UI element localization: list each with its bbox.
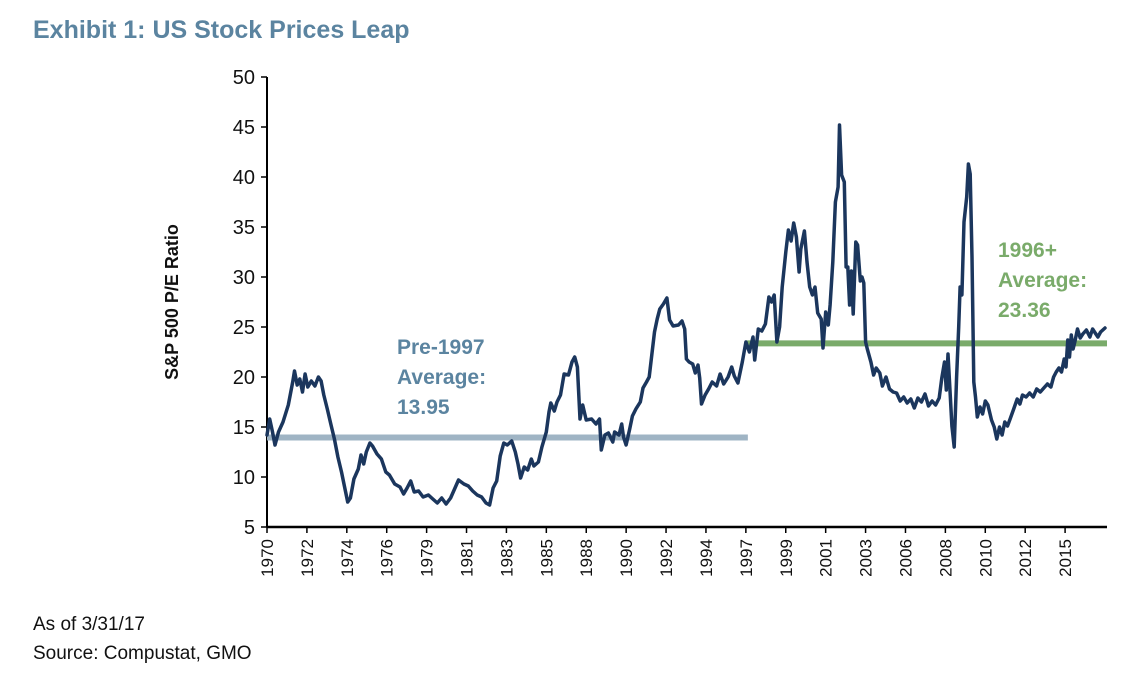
- x-tick-label: 1999: [777, 539, 796, 577]
- x-tick-label: 1997: [737, 539, 756, 577]
- x-tick-label: 2010: [976, 539, 995, 577]
- x-axis: 1970 1972 1974 1976 1979 1981 1983 1985 1988 1990…: [258, 525, 1107, 577]
- x-tick-label: 1983: [497, 539, 516, 577]
- x-tick-label: 1979: [418, 539, 437, 577]
- x-tick-label: 1990: [617, 539, 636, 577]
- x-tick-label: 1985: [537, 539, 556, 577]
- y-tick-label: 20: [233, 367, 255, 389]
- x-tick-label: 1981: [458, 539, 477, 577]
- x-tick-label: 2015: [1056, 539, 1075, 577]
- pre-1997-average-label-line: 13.95: [397, 396, 450, 419]
- x-tick-label: 1994: [697, 539, 716, 577]
- reference-lines: [267, 340, 1107, 441]
- x-tick-label: 2006: [896, 539, 915, 577]
- y-tick-label: 45: [233, 117, 255, 139]
- y-tick-label: 10: [233, 467, 255, 489]
- y-axis-label: S&P 500 P/E Ratio: [162, 224, 182, 380]
- y-tick-label: 50: [233, 67, 255, 89]
- x-tick-label: 2003: [857, 539, 876, 577]
- y-tick-label: 30: [233, 267, 255, 289]
- x-tick-label: 1992: [657, 539, 676, 577]
- post-1996-average-label-line: 23.36: [998, 299, 1051, 322]
- y-tick-label: 5: [244, 517, 255, 539]
- x-tick-label: 1976: [378, 539, 397, 577]
- pre-1997-average-label-line: Average:: [397, 366, 486, 389]
- footnote-source: Source: Compustat, GMO: [33, 643, 252, 664]
- y-tick-label: 25: [233, 317, 255, 339]
- x-tick-label: 1988: [577, 539, 596, 577]
- x-tick-label: 1972: [298, 539, 317, 577]
- x-tick-label: 2001: [817, 539, 836, 577]
- chart-title: Exhibit 1: US Stock Prices Leap: [33, 16, 410, 44]
- footnote-date: As of 3/31/17: [33, 614, 145, 635]
- pre-1997-average-label-line: Pre-1997: [397, 336, 485, 359]
- pe-ratio-line: [265, 123, 1107, 507]
- post-1996-average-label-line: 1996+: [998, 239, 1057, 262]
- x-tick-label: 2008: [936, 539, 955, 577]
- y-axis: 5 10 15 20 25 30 35 40 45 50: [233, 67, 268, 539]
- x-tick-label: 1974: [338, 539, 357, 577]
- y-tick-label: 15: [233, 417, 255, 439]
- x-tick-label: 1970: [258, 539, 277, 577]
- annotations: Pre-1997 Average: 13.95 1996+ Average: 23.36: [397, 239, 1087, 419]
- x-tick-label: 2012: [1016, 539, 1035, 577]
- y-tick-label: 40: [233, 167, 255, 189]
- y-tick-label: 35: [233, 217, 255, 239]
- post-1996-average-label-line: Average:: [998, 269, 1087, 292]
- series-group: [265, 123, 1107, 507]
